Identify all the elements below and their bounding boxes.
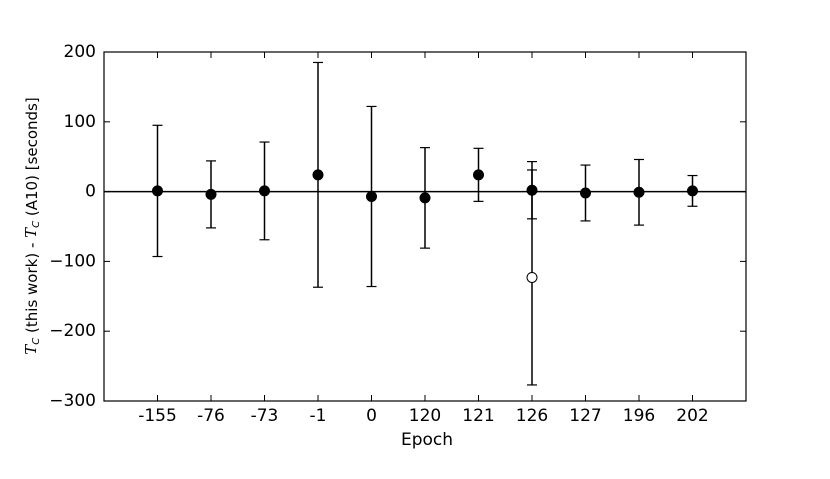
data-point (152, 185, 163, 197)
x-tick-label: -155 (138, 406, 177, 426)
y-tick-label: −200 (49, 321, 96, 341)
x-tick-label: 126 (516, 406, 548, 426)
y-tick-label: −300 (49, 391, 96, 411)
y-tick-label: 200 (64, 42, 96, 62)
x-tick-label: 196 (623, 406, 655, 426)
y-tick-label: 0 (85, 182, 96, 202)
data-point (473, 169, 484, 181)
x-tick-label: 0 (366, 406, 377, 426)
data-point (687, 185, 698, 197)
y-tick-label: 100 (64, 112, 96, 132)
y-tick-label: −100 (49, 251, 96, 271)
x-tick-label: 121 (462, 406, 494, 426)
x-tick-label: 202 (676, 406, 708, 426)
data-point (259, 185, 270, 197)
data-point (366, 190, 377, 202)
data-point (419, 192, 431, 204)
data-point (580, 187, 591, 199)
x-tick-label: 127 (569, 406, 601, 426)
x-tick-label: -76 (197, 406, 225, 426)
data-point (312, 169, 324, 181)
data-point (633, 186, 645, 198)
x-tick-label: -73 (251, 406, 279, 426)
x-tick-label: 120 (409, 406, 441, 426)
data-point (205, 188, 217, 200)
y-axis-label: TC (this work) - TC (A10) [seconds] (22, 97, 42, 354)
data-point (526, 271, 538, 283)
x-axis-label: Epoch (401, 430, 453, 450)
x-tick-label: -1 (310, 406, 327, 426)
